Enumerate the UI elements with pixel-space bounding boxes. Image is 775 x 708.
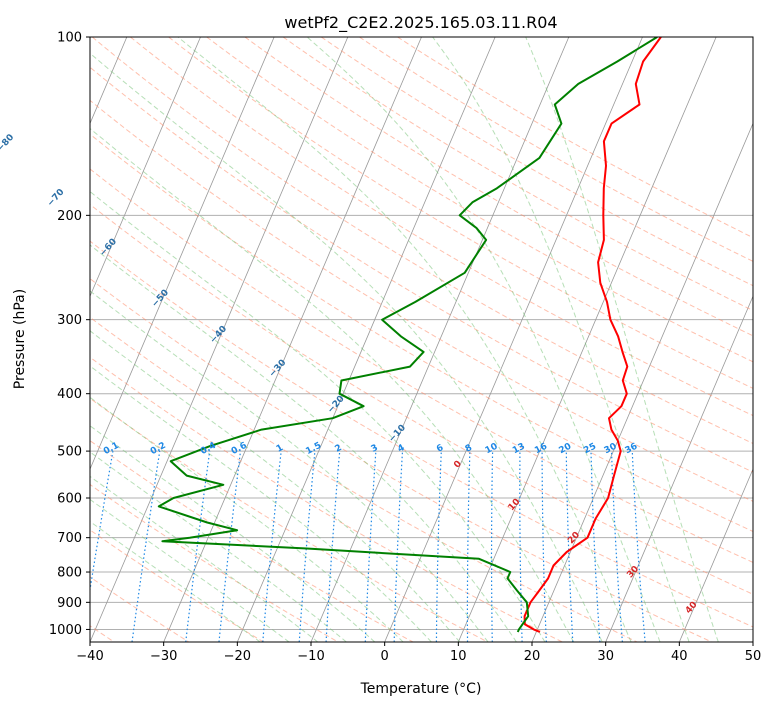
y-tick-label: 500	[57, 445, 82, 460]
dry-adiabat-line	[320, 37, 753, 287]
mixing-ratio-line	[185, 451, 211, 642]
moist-adiabat-line	[90, 475, 319, 642]
x-tick-label: −30	[150, 649, 177, 664]
dry-adiabat-label: 0	[452, 459, 464, 470]
dry-adiabat-line	[90, 203, 753, 595]
plot-frame	[89, 36, 754, 643]
dry-adiabat-line	[90, 168, 753, 563]
isotherm-line	[236, 37, 496, 642]
y-tick-label: 400	[57, 387, 82, 402]
dry-adiabat-line	[90, 133, 753, 533]
dry-adiabat-line	[90, 440, 414, 642]
mixing-ratio-line	[218, 451, 242, 642]
moist-adiabat-line	[90, 425, 376, 642]
mixing-ratio-line	[298, 451, 316, 642]
isotherm-line	[384, 37, 643, 642]
x-tick-label: 40	[671, 649, 688, 664]
y-tick-label: 100	[57, 31, 82, 46]
mixing-ratio-line	[631, 451, 646, 642]
x-tick-label: 10	[450, 649, 467, 664]
isotherm-line	[531, 122, 753, 642]
mixing-ratio-line	[131, 451, 161, 642]
x-tick-label: 30	[597, 649, 614, 664]
isotherm-line	[163, 37, 422, 642]
y-tick-label: 200	[57, 209, 82, 224]
y-tick-label: 300	[57, 313, 82, 328]
moist-adiabat-line	[306, 37, 661, 642]
dry-adiabat-line	[90, 529, 264, 642]
dry-adiabat-line	[90, 99, 753, 502]
mixing-ratio-label: 2	[333, 443, 343, 455]
moist-adiabat-line	[90, 190, 546, 642]
dry-adiabat-line	[130, 37, 753, 417]
y-tick-label: 900	[57, 596, 82, 611]
y-tick-label: 800	[57, 566, 82, 581]
isotherm-line	[678, 468, 753, 642]
mixing-ratio-label: 1	[275, 443, 285, 455]
dewpoint-line	[157, 37, 658, 633]
axis-ticks: −40 −30 −20 −10 0 10 20 30 40 5010020030040050060…	[49, 31, 761, 665]
x-tick-label: −40	[76, 649, 103, 664]
moist-adiabat-line	[90, 244, 517, 642]
mixing-ratio-label: 4	[396, 443, 406, 455]
y-tick-label: 1000	[49, 623, 82, 638]
dry-adiabat-line	[244, 37, 753, 337]
dry-adiabat-line	[90, 278, 712, 642]
x-tick-label: −20	[224, 649, 251, 664]
isotherm-line	[90, 37, 349, 642]
x-axis-label: Temperature (°C)	[360, 681, 482, 697]
isotherm-line	[457, 37, 717, 642]
dry-adiabat-line	[397, 37, 753, 239]
dry-adiabat-line	[206, 37, 753, 363]
mixing-ratio-line	[262, 451, 282, 642]
moist-adiabat-line	[90, 330, 461, 642]
mixing-ratio-line	[90, 450, 114, 594]
dry-adiabat-line	[168, 37, 753, 389]
moist-adiabat-line	[90, 52, 603, 642]
y-axis-label: Pressure (hPa)	[12, 289, 28, 389]
moist-adiabat-line	[525, 37, 719, 642]
moist-adiabat-line	[432, 37, 690, 642]
dry-adiabat-line	[90, 240, 753, 628]
dry-adiabat-line	[90, 316, 638, 642]
moist-adiabat-line	[90, 498, 290, 642]
x-tick-label: 0	[381, 649, 389, 664]
mixing-ratio-label: 6	[435, 443, 445, 455]
x-tick-label: −10	[297, 649, 324, 664]
y-tick-label: 700	[57, 531, 82, 546]
y-tick-label: 600	[57, 492, 82, 507]
chart-title: wetPf2_C2E2.2025.165.03.11.R04	[284, 13, 557, 33]
moist-adiabat-line	[177, 37, 632, 642]
x-tick-label: 50	[745, 649, 762, 664]
mixing-ratio-label: 3	[370, 443, 380, 455]
dry-adiabat-line	[90, 66, 753, 473]
profile-lines	[157, 37, 662, 633]
background-lines	[90, 37, 753, 642]
moist-adiabat-line	[90, 520, 261, 642]
moist-adiabat-line	[90, 396, 404, 642]
isotherm-line	[90, 37, 275, 471]
dry-adiabat-line	[91, 37, 753, 444]
mixing-ratio-label: 8	[464, 443, 474, 455]
isotherm-line	[90, 37, 201, 298]
moist-adiabat-line	[90, 290, 489, 642]
moist-adiabat-line	[90, 127, 575, 642]
temperature-line	[523, 37, 662, 633]
x-tick-label: 20	[524, 649, 541, 664]
isotherm-line	[605, 295, 753, 642]
